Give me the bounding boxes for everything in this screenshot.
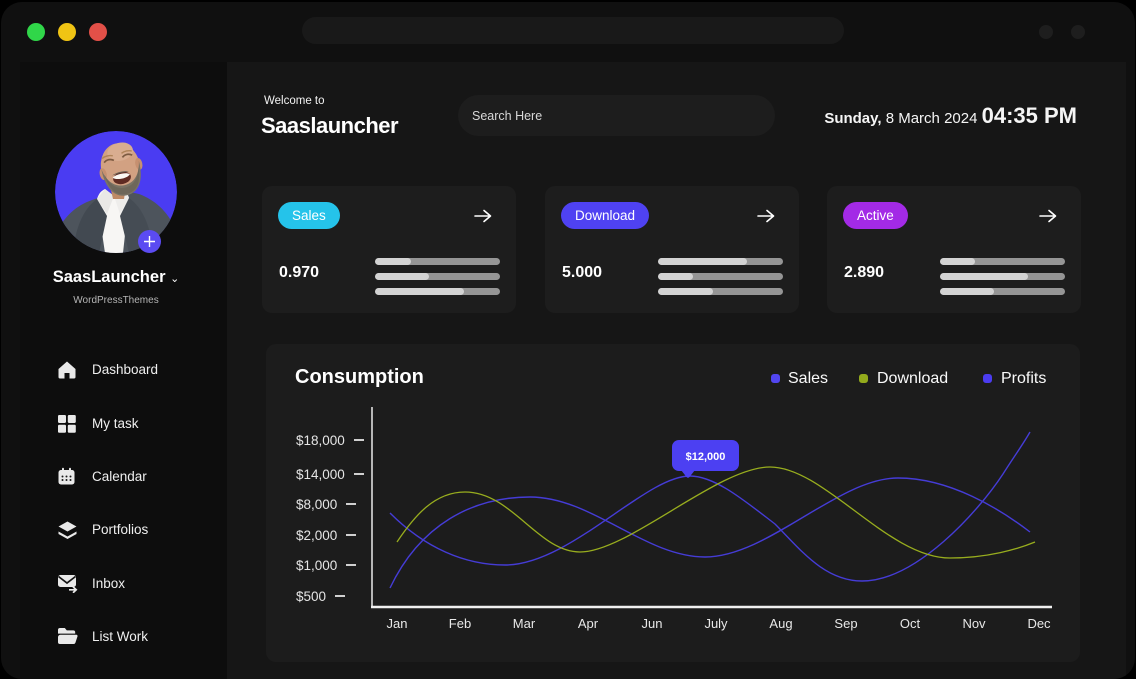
svg-text:$12,000: $12,000 <box>686 451 726 463</box>
